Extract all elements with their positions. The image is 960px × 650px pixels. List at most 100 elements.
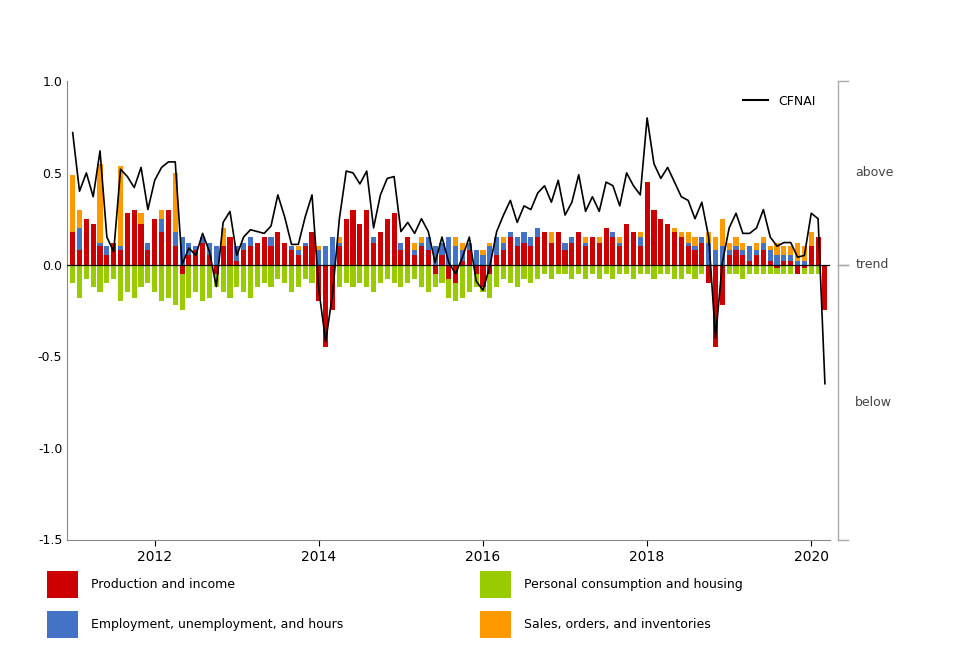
Bar (378, 231, 383, 265)
Bar (549, 242, 554, 265)
Bar (138, 237, 144, 265)
Bar (70, 231, 75, 265)
Bar (659, 242, 663, 265)
Bar (542, 265, 547, 274)
Bar (289, 250, 294, 265)
Bar (446, 237, 451, 265)
Bar (768, 265, 773, 274)
Bar (576, 265, 582, 274)
Bar (392, 213, 396, 265)
Bar (665, 265, 670, 274)
Bar (433, 265, 438, 274)
Bar (316, 265, 322, 301)
Bar (508, 265, 513, 283)
Bar (733, 250, 738, 265)
Bar (597, 237, 602, 265)
Bar (816, 255, 821, 265)
Bar (692, 246, 698, 265)
Bar (207, 255, 212, 265)
Bar (685, 265, 690, 274)
Bar (775, 242, 780, 265)
Bar (357, 224, 363, 265)
Bar (624, 224, 629, 265)
Bar (371, 250, 376, 265)
Bar (105, 265, 109, 283)
Bar (193, 246, 199, 265)
Bar (808, 265, 814, 274)
Bar (446, 242, 451, 265)
Bar (207, 250, 212, 265)
Bar (357, 228, 363, 265)
Bar (508, 231, 513, 265)
Bar (679, 242, 684, 265)
Bar (330, 265, 335, 310)
Bar (624, 265, 629, 274)
Bar (583, 265, 588, 279)
Bar (433, 265, 438, 287)
Bar (515, 246, 519, 265)
Bar (419, 242, 424, 265)
Bar (521, 246, 527, 265)
Bar (569, 237, 574, 265)
Bar (795, 242, 800, 265)
Bar (720, 265, 725, 305)
Bar (316, 246, 322, 265)
Bar (330, 237, 335, 265)
Bar (480, 255, 486, 265)
Bar (542, 231, 547, 265)
Bar (699, 242, 705, 265)
Bar (153, 231, 157, 265)
Bar (398, 265, 403, 287)
Bar (713, 265, 718, 279)
Bar (576, 231, 582, 265)
Bar (707, 265, 711, 283)
Bar (282, 265, 287, 283)
Bar (535, 242, 540, 265)
Bar (193, 250, 199, 265)
Bar (720, 218, 725, 265)
Bar (228, 237, 232, 265)
Bar (276, 231, 280, 265)
Bar (440, 242, 444, 265)
Bar (440, 255, 444, 265)
Bar (433, 246, 438, 265)
Bar (398, 242, 403, 265)
Bar (405, 246, 410, 265)
Bar (589, 265, 595, 274)
Bar (589, 242, 595, 265)
Bar (324, 250, 328, 265)
Bar (405, 250, 410, 265)
Bar (583, 246, 588, 265)
Bar (733, 237, 738, 265)
Bar (77, 209, 82, 265)
Bar (761, 265, 766, 274)
Bar (542, 237, 547, 265)
Bar (180, 265, 184, 310)
Bar (501, 242, 506, 265)
Bar (665, 231, 670, 265)
Bar (419, 237, 424, 265)
Bar (324, 265, 328, 292)
Bar (90, 265, 96, 287)
Bar (467, 242, 472, 265)
Bar (234, 265, 239, 287)
Bar (234, 246, 239, 265)
Bar (234, 255, 239, 265)
Bar (733, 265, 738, 274)
Bar (747, 265, 753, 274)
Bar (802, 261, 807, 265)
Bar (494, 265, 499, 287)
Bar (166, 224, 171, 265)
Bar (604, 237, 609, 265)
Bar (699, 242, 705, 265)
Bar (412, 255, 418, 265)
Bar (488, 242, 492, 265)
Bar (761, 250, 766, 265)
Bar (617, 265, 622, 274)
Bar (214, 265, 219, 287)
Bar (118, 246, 123, 265)
Bar (296, 250, 300, 265)
Bar (309, 265, 315, 283)
Bar (392, 231, 396, 265)
Bar (692, 237, 698, 265)
